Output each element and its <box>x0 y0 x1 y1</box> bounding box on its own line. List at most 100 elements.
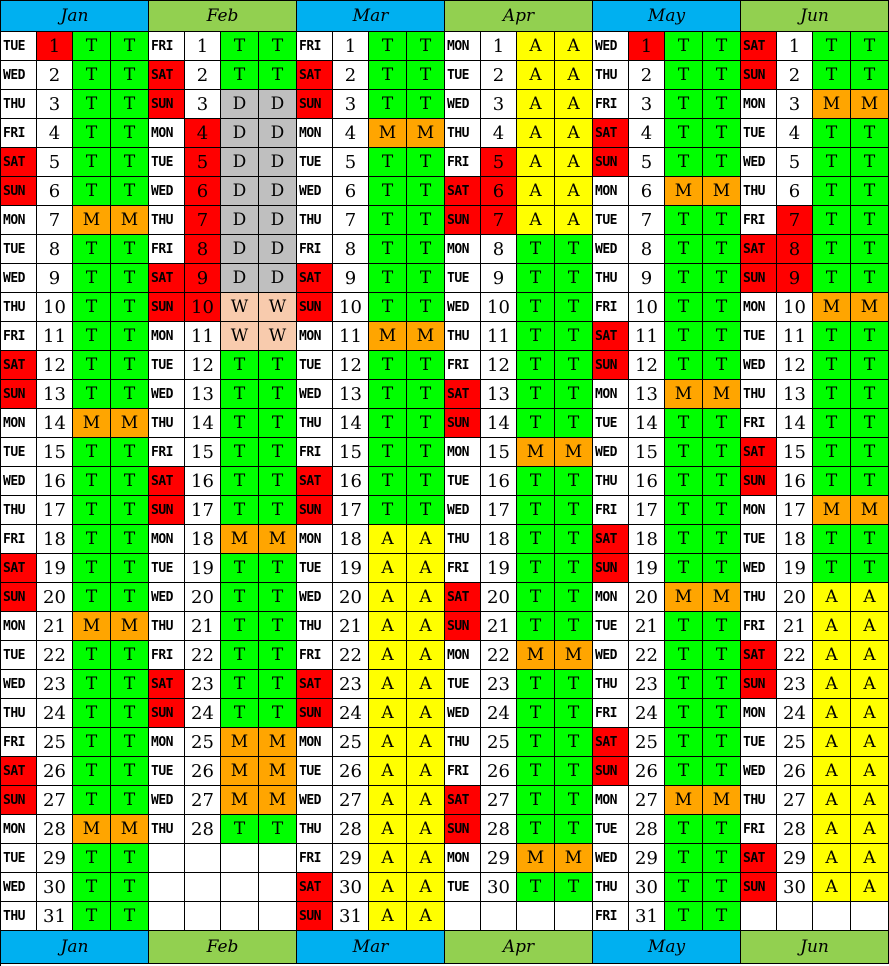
day-number-cell[interactable]: 13 <box>481 380 517 409</box>
shift-code-cell[interactable]: T <box>665 61 703 90</box>
shift-code-cell[interactable]: A <box>851 815 889 844</box>
day-number-cell[interactable]: 3 <box>629 90 665 119</box>
weekday-cell[interactable]: SUN <box>149 699 185 728</box>
shift-code-cell[interactable]: M <box>517 641 555 670</box>
shift-code-cell[interactable]: T <box>111 264 149 293</box>
shift-code-cell[interactable]: T <box>813 351 851 380</box>
shift-code-cell[interactable]: D <box>259 119 297 148</box>
weekday-cell[interactable]: SUN <box>297 293 333 322</box>
shift-code-cell[interactable]: T <box>555 873 593 902</box>
day-number-cell[interactable]: 26 <box>185 757 221 786</box>
weekday-cell[interactable]: WED <box>741 351 777 380</box>
weekday-cell[interactable]: SAT <box>741 32 777 61</box>
shift-code-cell[interactable]: T <box>703 873 741 902</box>
weekday-cell[interactable]: THU <box>297 206 333 235</box>
shift-code-cell[interactable]: T <box>259 61 297 90</box>
shift-code-cell[interactable]: A <box>851 612 889 641</box>
shift-code-cell[interactable]: M <box>221 757 259 786</box>
shift-code-cell[interactable]: T <box>813 32 851 61</box>
weekday-cell[interactable]: FRI <box>593 496 629 525</box>
weekday-cell[interactable]: THU <box>445 119 481 148</box>
weekday-cell[interactable]: SUN <box>741 61 777 90</box>
shift-code-cell[interactable]: T <box>665 119 703 148</box>
day-number-cell[interactable]: 26 <box>777 757 813 786</box>
shift-code-cell[interactable]: T <box>407 32 445 61</box>
weekday-cell[interactable]: TUE <box>297 757 333 786</box>
shift-code-cell[interactable]: A <box>369 728 407 757</box>
weekday-cell[interactable]: SAT <box>445 786 481 815</box>
day-number-cell[interactable]: 14 <box>629 409 665 438</box>
day-number-cell[interactable]: 30 <box>37 873 73 902</box>
shift-code-cell[interactable]: M <box>407 119 445 148</box>
shift-code-cell[interactable]: T <box>111 177 149 206</box>
shift-code-cell[interactable]: T <box>259 438 297 467</box>
weekday-cell[interactable]: SUN <box>149 90 185 119</box>
weekday-cell[interactable]: SAT <box>149 264 185 293</box>
shift-code-cell[interactable]: M <box>221 728 259 757</box>
day-number-cell[interactable]: 19 <box>37 554 73 583</box>
shift-code-cell[interactable]: T <box>259 583 297 612</box>
weekday-cell[interactable]: TUE <box>593 409 629 438</box>
weekday-cell[interactable]: TUE <box>593 815 629 844</box>
month-header-apr[interactable]: Apr <box>445 1 593 32</box>
shift-code-cell[interactable]: M <box>703 583 741 612</box>
shift-code-cell[interactable]: T <box>851 525 889 554</box>
weekday-cell[interactable]: SAT <box>593 322 629 351</box>
blank-cell[interactable] <box>185 873 221 902</box>
day-number-cell[interactable]: 3 <box>333 90 369 119</box>
weekday-cell[interactable]: WED <box>1 467 37 496</box>
weekday-cell[interactable]: THU <box>1 293 37 322</box>
shift-code-cell[interactable]: T <box>111 235 149 264</box>
shift-code-cell[interactable]: T <box>555 786 593 815</box>
day-number-cell[interactable]: 24 <box>37 699 73 728</box>
month-footer-may[interactable]: May <box>593 931 741 964</box>
weekday-cell[interactable]: TUE <box>445 873 481 902</box>
weekday-cell[interactable]: SUN <box>741 670 777 699</box>
day-number-cell[interactable]: 7 <box>777 206 813 235</box>
shift-code-cell[interactable]: A <box>369 641 407 670</box>
shift-code-cell[interactable]: M <box>703 177 741 206</box>
day-number-cell[interactable]: 12 <box>185 351 221 380</box>
shift-code-cell[interactable]: T <box>407 264 445 293</box>
weekday-cell[interactable]: MON <box>149 728 185 757</box>
shift-code-cell[interactable]: M <box>665 583 703 612</box>
shift-code-cell[interactable]: T <box>555 351 593 380</box>
shift-code-cell[interactable]: T <box>407 496 445 525</box>
day-number-cell[interactable]: 21 <box>777 612 813 641</box>
shift-code-cell[interactable]: T <box>665 322 703 351</box>
shift-code-cell[interactable]: W <box>221 322 259 351</box>
shift-code-cell[interactable]: T <box>407 148 445 177</box>
shift-code-cell[interactable]: D <box>221 148 259 177</box>
shift-code-cell[interactable]: A <box>407 873 445 902</box>
shift-code-cell[interactable]: T <box>665 699 703 728</box>
day-number-cell[interactable]: 5 <box>37 148 73 177</box>
weekday-cell[interactable]: WED <box>445 90 481 119</box>
shift-code-cell[interactable]: T <box>111 438 149 467</box>
weekday-cell[interactable]: FRI <box>149 32 185 61</box>
shift-code-cell[interactable]: A <box>517 90 555 119</box>
shift-code-cell[interactable]: A <box>813 873 851 902</box>
day-number-cell[interactable]: 23 <box>185 670 221 699</box>
shift-code-cell[interactable]: T <box>813 467 851 496</box>
weekday-cell[interactable]: SUN <box>445 612 481 641</box>
shift-code-cell[interactable]: T <box>517 409 555 438</box>
weekday-cell[interactable]: THU <box>445 322 481 351</box>
shift-code-cell[interactable]: D <box>259 90 297 119</box>
day-number-cell[interactable]: 25 <box>185 728 221 757</box>
day-number-cell[interactable]: 10 <box>481 293 517 322</box>
shift-code-cell[interactable]: T <box>813 438 851 467</box>
day-number-cell[interactable]: 25 <box>629 728 665 757</box>
shift-code-cell[interactable]: T <box>665 554 703 583</box>
shift-code-cell[interactable]: T <box>703 90 741 119</box>
shift-code-cell[interactable]: T <box>221 641 259 670</box>
shift-code-cell[interactable]: D <box>221 177 259 206</box>
month-footer-jan[interactable]: Jan <box>1 931 149 964</box>
shift-code-cell[interactable]: T <box>259 641 297 670</box>
shift-code-cell[interactable]: T <box>665 873 703 902</box>
day-number-cell[interactable]: 1 <box>37 32 73 61</box>
day-number-cell[interactable]: 10 <box>333 293 369 322</box>
weekday-cell[interactable]: FRI <box>741 206 777 235</box>
shift-code-cell[interactable]: A <box>517 61 555 90</box>
day-number-cell[interactable]: 7 <box>185 206 221 235</box>
weekday-cell[interactable]: MON <box>593 786 629 815</box>
